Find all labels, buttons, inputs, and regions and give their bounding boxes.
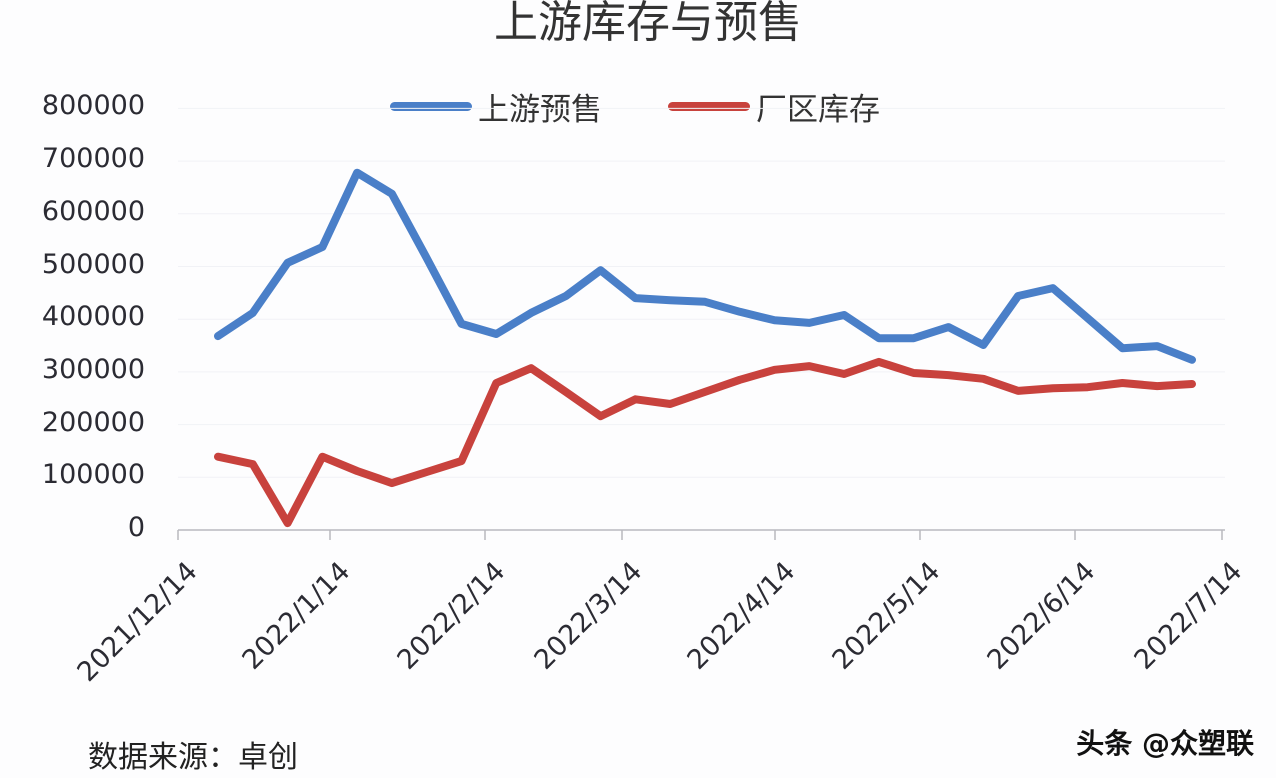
- legend-swatch-inventory: [668, 102, 750, 111]
- y-tick-label: 300000: [41, 353, 145, 385]
- y-tick-label: 200000: [41, 406, 145, 438]
- legend-item-inventory: 厂区库存: [668, 84, 880, 129]
- legend-swatch-presale: [390, 102, 472, 111]
- watermark: 头条 @众塑联: [1076, 727, 1254, 760]
- y-tick-label: 400000: [41, 301, 145, 333]
- data-source: 数据来源：卓创: [88, 740, 298, 775]
- y-tick-label: 800000: [41, 90, 145, 122]
- series-line-presale: [214, 168, 1196, 364]
- chart-title: 上游库存与预售: [494, 0, 802, 48]
- legend-item-presale: 上游预售: [390, 84, 602, 129]
- y-tick-label: 0: [127, 512, 145, 543]
- series-line-inventory: [214, 357, 1196, 528]
- y-tick-label: 600000: [41, 195, 145, 227]
- y-tick-label: 100000: [41, 459, 145, 491]
- legend-label-inventory: 厂区库存: [756, 92, 880, 128]
- y-tick-label: 500000: [41, 248, 145, 280]
- legend: 上游预售 厂区库存: [390, 84, 946, 129]
- legend-label-presale: 上游预售: [478, 92, 602, 128]
- y-tick-label: 700000: [41, 143, 145, 175]
